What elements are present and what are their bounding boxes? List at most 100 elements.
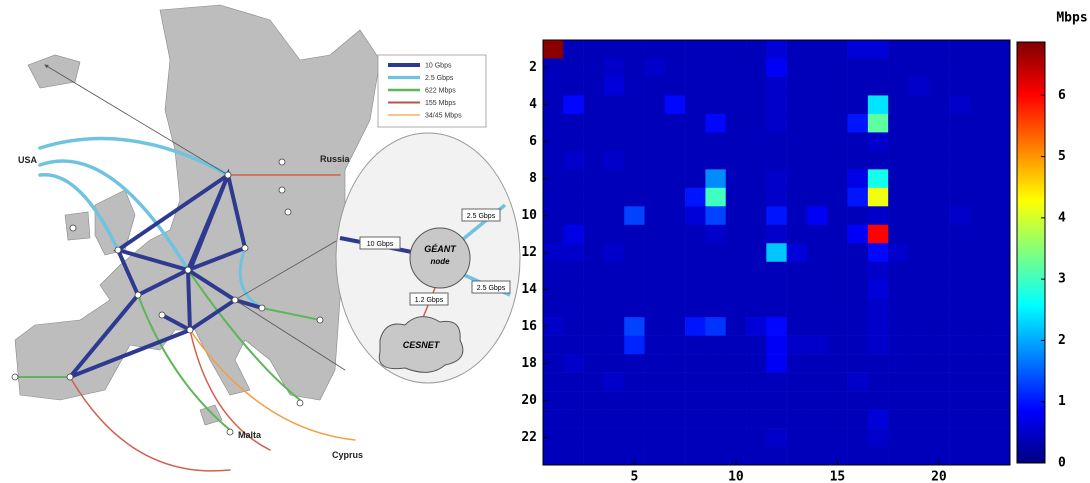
link-label-box xyxy=(409,292,449,306)
heat-cell xyxy=(867,224,889,244)
heat-cell xyxy=(989,58,1011,78)
link-622m xyxy=(261,307,321,321)
heat-cell xyxy=(644,354,666,373)
heat-cell xyxy=(644,409,666,429)
heat-cell xyxy=(603,132,625,152)
heat-cell xyxy=(847,298,869,318)
heat-cell xyxy=(908,261,930,281)
heat-cell xyxy=(543,224,564,244)
heat-cell xyxy=(583,335,605,355)
heat-cell xyxy=(746,428,767,447)
heat-cell xyxy=(543,409,564,429)
heat-cell xyxy=(543,150,564,170)
land xyxy=(199,404,223,426)
heat-cell xyxy=(888,58,909,78)
heat-cell xyxy=(969,187,990,207)
heat-cell xyxy=(786,187,808,207)
heat-cell xyxy=(908,187,930,207)
heat-cell xyxy=(989,280,1011,299)
heatmap xyxy=(543,40,1011,466)
heat-cell xyxy=(827,76,848,96)
heat-cell xyxy=(624,150,645,170)
heat-cell xyxy=(766,317,787,336)
heat-cell xyxy=(888,76,909,96)
heat-cell xyxy=(725,132,747,152)
heat-cell xyxy=(888,132,909,152)
heat-cell xyxy=(766,446,787,466)
heat-cell xyxy=(908,224,930,244)
heat-cell xyxy=(624,280,645,299)
heat-cell xyxy=(806,58,828,78)
node xyxy=(231,296,239,304)
heat-cell xyxy=(827,58,848,78)
heat-cell xyxy=(603,428,625,447)
heat-cell xyxy=(725,298,747,318)
heat-cell xyxy=(908,372,930,392)
heat-cell xyxy=(644,372,666,392)
heat-cell xyxy=(989,391,1011,410)
heat-cell xyxy=(969,95,990,115)
heat-cell xyxy=(543,261,564,281)
heat-cell xyxy=(644,261,666,281)
heat-cell xyxy=(705,243,727,263)
heat-cell xyxy=(888,372,909,392)
heat-cell xyxy=(806,261,828,281)
heat-cell xyxy=(563,354,584,373)
heat-cell xyxy=(685,446,706,466)
heat-cell xyxy=(746,243,767,263)
heat-cell xyxy=(827,187,848,207)
heat-cell xyxy=(969,169,990,189)
heat-cell xyxy=(888,224,909,244)
heat-cell xyxy=(827,446,848,466)
heat-cell xyxy=(786,298,808,318)
heat-cell xyxy=(928,113,950,133)
heat-cell xyxy=(563,58,584,78)
heat-cell xyxy=(969,428,990,447)
heat-cell xyxy=(725,409,747,429)
heat-cell xyxy=(949,187,970,207)
heat-cell xyxy=(583,76,605,96)
heat-cell xyxy=(969,335,990,355)
heat-cell xyxy=(969,372,990,392)
link-34m xyxy=(189,329,356,441)
heat-cell xyxy=(928,317,950,336)
heat-cell xyxy=(949,224,970,244)
heat-cell xyxy=(888,95,909,115)
heat-cell xyxy=(786,428,808,447)
heat-cell xyxy=(786,40,808,59)
heat-cell xyxy=(624,95,645,115)
heat-cell xyxy=(989,298,1011,318)
y-tick-label: 8 xyxy=(529,171,537,186)
heat-cell xyxy=(989,354,1011,373)
heat-cell xyxy=(888,40,909,59)
heat-cell xyxy=(888,317,909,336)
node xyxy=(69,224,77,232)
heat-cell xyxy=(867,298,889,318)
y-tick-label: 16 xyxy=(521,319,537,334)
heat-cell xyxy=(827,409,848,429)
heat-cell xyxy=(563,391,584,410)
heat-cell xyxy=(766,95,787,115)
heat-cell xyxy=(664,446,686,466)
heat-cell xyxy=(746,76,767,96)
heat-cell xyxy=(989,446,1011,466)
heat-cell xyxy=(563,169,584,189)
heat-cell xyxy=(908,113,930,133)
heat-cell xyxy=(603,335,625,355)
heat-cell xyxy=(685,298,706,318)
heat-cell xyxy=(766,76,787,96)
legend-label: 155 Mbps xyxy=(425,100,456,107)
heat-cell xyxy=(603,206,625,226)
heat-cell xyxy=(664,224,686,244)
heat-cell xyxy=(624,113,645,133)
heat-cell xyxy=(847,409,869,429)
heat-cell xyxy=(705,187,727,207)
heat-cell xyxy=(543,317,564,336)
heat-cell xyxy=(664,335,686,355)
map-label: Cyprus xyxy=(332,450,363,460)
heat-cell xyxy=(786,243,808,263)
heat-cell xyxy=(664,372,686,392)
legend-label: 34/45 Mbps xyxy=(425,113,462,120)
heat-cell xyxy=(989,40,1011,59)
heat-cell xyxy=(543,391,564,410)
